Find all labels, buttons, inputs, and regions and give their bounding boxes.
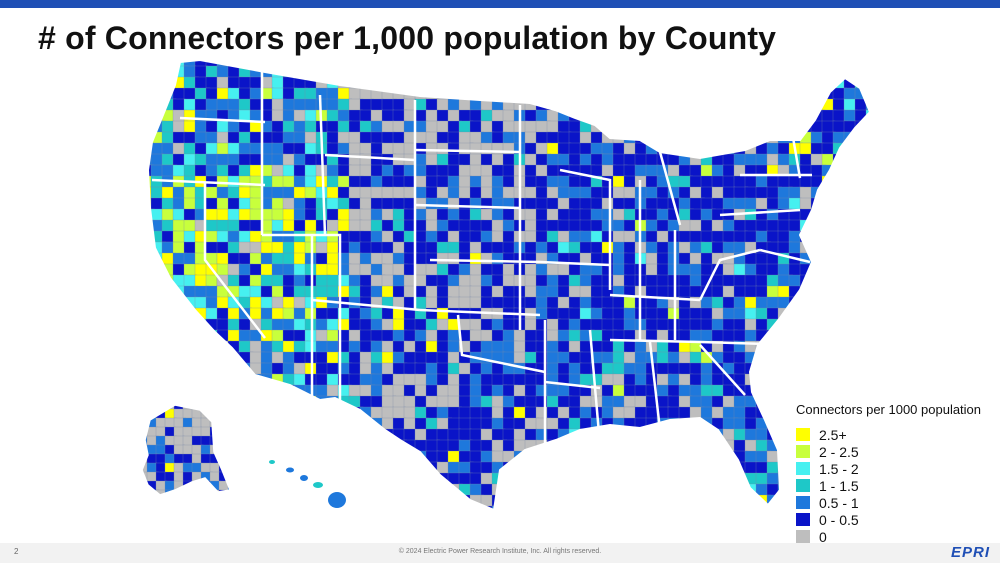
legend-label: 1 - 1.5 [819, 477, 859, 494]
legend: Connectors per 1000 population 2.5+ 2 - 2… [796, 402, 996, 545]
legend-item: 2 - 2.5 [796, 443, 996, 460]
page-title: # of Connectors per 1,000 population by … [38, 20, 777, 56]
legend-label: 0.5 - 1 [819, 494, 859, 511]
legend-item: 0 - 0.5 [796, 511, 996, 528]
epri-logo: EPRI [950, 544, 990, 561]
copyright-notice: © 2024 Electric Power Research Institute… [398, 548, 602, 555]
legend-swatch [796, 428, 810, 441]
legend-swatch [796, 445, 810, 458]
legend-label: 2.5+ [819, 426, 847, 443]
hawaii-islands [269, 460, 346, 508]
legend-swatch [796, 462, 810, 475]
alaska-counties [142, 405, 230, 495]
legend-swatch [796, 530, 810, 543]
state-borders [151, 72, 812, 450]
legend-title: Connectors per 1000 population [796, 402, 982, 417]
legend-swatch [796, 496, 810, 509]
legend-label: 0 [819, 528, 827, 545]
page-number: 2 [14, 547, 19, 556]
legend-item: 2.5+ [796, 426, 996, 443]
legend-label: 1.5 - 2 [819, 460, 859, 477]
footer: 2 © 2024 Electric Power Research Institu… [0, 543, 1000, 563]
legend-item: 0.5 - 1 [796, 494, 996, 511]
legend-item: 1.5 - 2 [796, 460, 996, 477]
legend-swatch [796, 479, 810, 492]
legend-label: 0 - 0.5 [819, 511, 859, 528]
top-accent-bar [0, 0, 1000, 8]
legend-item: 0 [796, 528, 996, 545]
legend-swatch [796, 513, 810, 526]
legend-item: 1 - 1.5 [796, 477, 996, 494]
legend-label: 2 - 2.5 [819, 443, 859, 460]
